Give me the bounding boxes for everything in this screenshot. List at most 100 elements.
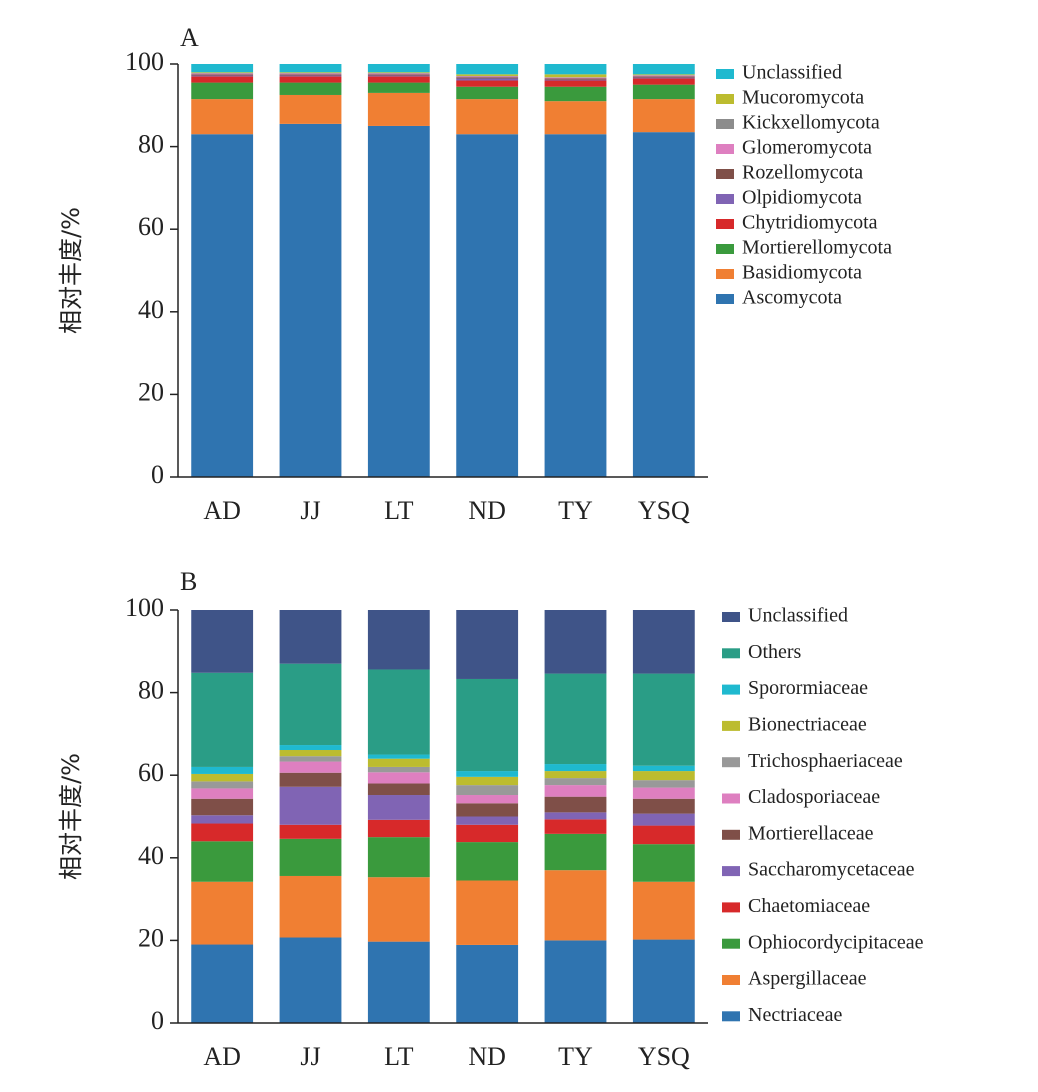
bar-segment [279, 875, 342, 938]
x-tick-label: LT [384, 496, 413, 525]
bar-segment [456, 76, 519, 78]
bar-segment [632, 771, 695, 781]
legend-label: Ophiocordycipitaceae [748, 931, 924, 953]
bar-segment [367, 74, 430, 76]
bar-segment [456, 678, 519, 772]
bar-segment [456, 78, 519, 81]
y-axis-label: 相对丰度/% [57, 753, 85, 880]
bar-segment [191, 881, 254, 945]
x-tick-label: JJ [300, 1042, 320, 1071]
bar-segment [632, 780, 695, 788]
bar-segment [632, 813, 695, 826]
bar-segment [191, 841, 254, 882]
legend-swatch [716, 94, 734, 104]
bar-segment [279, 94, 342, 124]
bar-segment [544, 134, 607, 477]
x-tick-label: ND [468, 1042, 506, 1071]
bar-segment [544, 78, 607, 80]
bar-segment [544, 86, 607, 102]
bar-segment [279, 74, 342, 76]
bar-segment [367, 877, 430, 942]
bar-segment [544, 812, 607, 820]
bar-segment [544, 771, 607, 779]
legend-label: Aspergillaceae [748, 968, 867, 990]
bar-segment [544, 819, 607, 834]
bar-segment [632, 78, 695, 85]
y-tick-label: 40 [138, 841, 164, 870]
bar-segment [544, 610, 607, 674]
legend-label: Ascomycota [742, 287, 842, 309]
y-tick-label: 80 [138, 130, 164, 159]
bar-segment [632, 881, 695, 940]
bar-segment [191, 64, 254, 73]
bar-segment [367, 795, 430, 820]
bar-segment [632, 673, 695, 766]
legend-label: Unclassified [748, 605, 848, 627]
bar-segment [367, 941, 430, 1023]
y-tick-label: 100 [125, 47, 164, 76]
legend-label: Chytridiomycota [742, 212, 878, 234]
bar-segment [544, 80, 607, 87]
legend-swatch [722, 757, 740, 768]
x-tick-label: AD [203, 496, 241, 525]
bar-segment [544, 101, 607, 135]
y-tick-label: 20 [138, 923, 164, 952]
bar-segment [279, 786, 342, 825]
bar-segment [456, 64, 519, 75]
legend-swatch [716, 294, 734, 304]
bar-segment [279, 75, 342, 77]
bar-segment [191, 798, 254, 816]
bar-segment [279, 761, 342, 773]
legend-label: Trichosphaeriaceae [748, 750, 903, 772]
bar-segment [279, 750, 342, 757]
bar-segment [632, 99, 695, 133]
y-tick-label: 0 [151, 1006, 164, 1035]
legend-swatch [716, 269, 734, 279]
bar-segment [632, 787, 695, 799]
legend-label: Kickxellomycota [742, 112, 880, 134]
bar-segment [279, 73, 342, 75]
bar-segment [456, 134, 519, 477]
legend-swatch [722, 902, 740, 913]
legend-swatch [716, 219, 734, 229]
bar-segment [279, 123, 342, 477]
bar-segment [544, 74, 607, 78]
bar-segment [367, 837, 430, 878]
x-tick-label: ND [468, 496, 506, 525]
legend-label: Glomeromycota [742, 137, 872, 159]
bar-segment [191, 781, 254, 789]
bar-segment [456, 80, 519, 87]
bar-segment [191, 74, 254, 76]
bar-segment [367, 64, 430, 73]
bar-segment [632, 75, 695, 77]
bar-segment [544, 764, 607, 772]
bar-segment [632, 132, 695, 477]
x-tick-label: AD [203, 1042, 241, 1071]
bar-segment [544, 64, 607, 75]
bar-segment [632, 939, 695, 1023]
legend-swatch [716, 169, 734, 179]
legend-swatch [722, 975, 740, 985]
bar-segment [456, 816, 519, 825]
bar-segment [279, 745, 342, 751]
bar-segment [367, 669, 430, 755]
legend-label: Others [748, 641, 802, 663]
legend-swatch [716, 144, 734, 154]
x-tick-label: JJ [300, 496, 320, 525]
bar-segment [279, 937, 342, 1023]
bar-segment [544, 796, 607, 813]
panel-label: B [180, 567, 197, 596]
bar-segment [632, 610, 695, 674]
bar-segment [279, 64, 342, 73]
bar-segment [367, 72, 430, 74]
bar-segment [456, 99, 519, 135]
legend-swatch [722, 648, 740, 659]
bar-segment [279, 72, 342, 74]
bar-segment [632, 74, 695, 76]
bar-segment [632, 765, 695, 772]
bar-segment [367, 783, 430, 796]
bar-segment [191, 672, 254, 767]
bar-segment [632, 844, 695, 882]
bar-segment [191, 815, 254, 824]
bar-segment [456, 785, 519, 796]
